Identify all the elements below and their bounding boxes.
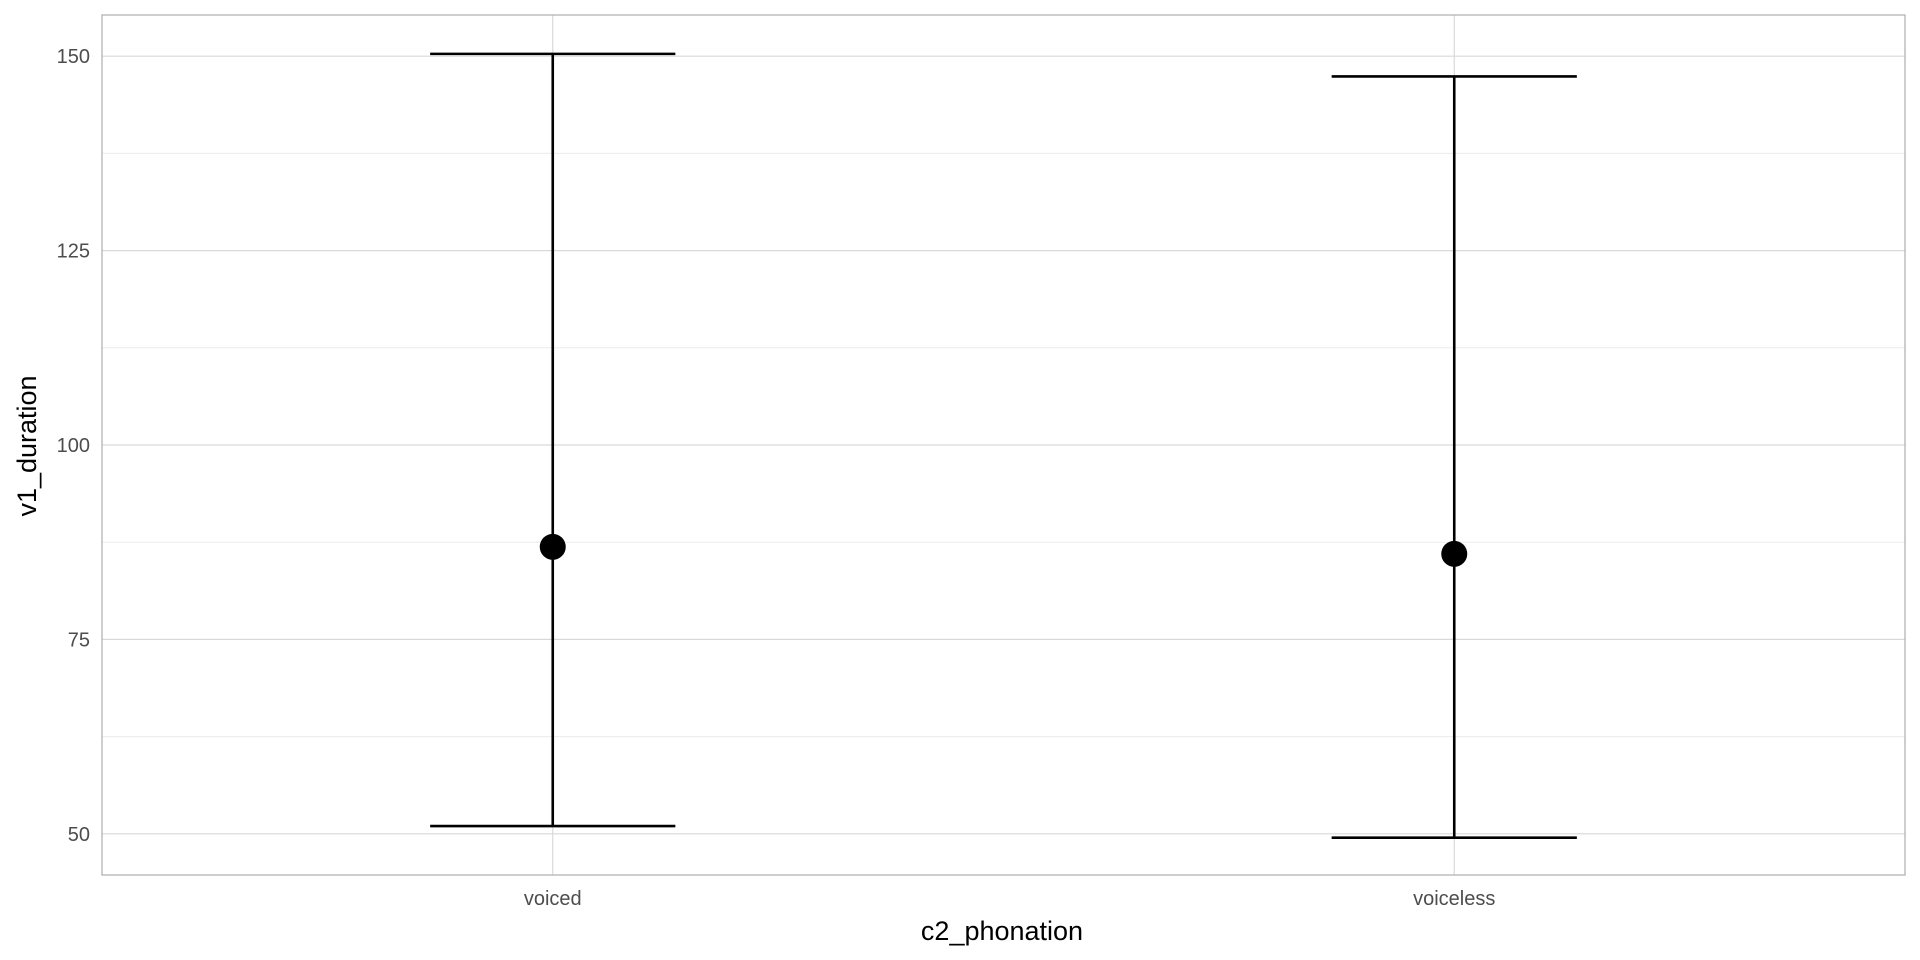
y-tick-label: 100 (57, 435, 90, 457)
mean-point-voiced (539, 533, 566, 560)
chart-marks (430, 52, 1577, 839)
y-tick-label: 150 (57, 46, 90, 68)
y-tick-label: 75 (68, 629, 90, 651)
x-axis-title: c2_phonation (921, 916, 1083, 946)
mean-point-voiceless (1441, 540, 1468, 567)
x-tick-label-voiceless: voiceless (1413, 888, 1495, 910)
grid-minor (102, 152, 1905, 738)
x-tick-labels: voiced voiceless (524, 888, 1496, 910)
y-tick-label: 125 (57, 241, 90, 263)
y-tick-labels: 50 75 100 125 150 (57, 46, 90, 846)
x-tick-label-voiced: voiced (524, 888, 582, 910)
y-tick-label: 50 (68, 824, 90, 846)
panel-border (101, 14, 1906, 876)
y-axis-title: v1_duration (12, 375, 42, 516)
